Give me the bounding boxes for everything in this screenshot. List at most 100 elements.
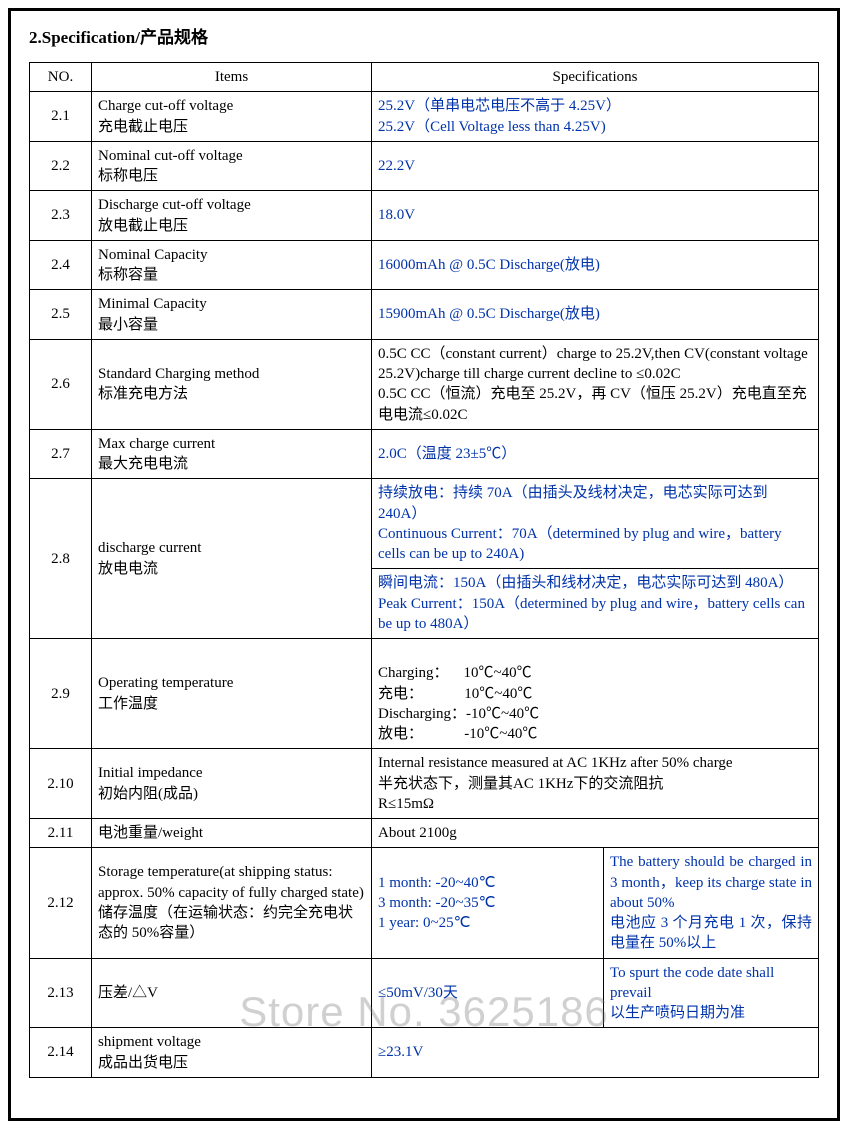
spec-line: Internal resistance measured at AC 1KHz … — [378, 755, 733, 771]
spec-line: Discharging：-10℃~40℃ — [378, 706, 539, 722]
cell-spec: 瞬间电流：150A（由插头和线材决定，电芯实际可达到 480A） Peak Cu… — [372, 569, 819, 639]
table-row: 2.7 Max charge current 最大充电电流 2.0C（温度 23… — [30, 429, 819, 479]
spec-line: 25.2V（单串电芯电压不高于 4.25V） — [378, 98, 621, 114]
spec-line: 25.2V（Cell Voltage less than 4.25V) — [378, 119, 606, 135]
item-en: Discharge cut-off voltage — [98, 197, 251, 213]
item-en: Max charge current — [98, 436, 215, 452]
cell-spec: 持续放电：持续 70A（由插头及线材决定，电芯实际可达到 240A） Conti… — [372, 479, 819, 569]
cell-item: Storage temperature(at shipping status: … — [92, 848, 372, 958]
spec-line: R≤15mΩ — [378, 796, 434, 812]
header-items: Items — [92, 63, 372, 92]
cell-no: 2.9 — [30, 639, 92, 749]
cell-no: 2.14 — [30, 1028, 92, 1078]
spec-line: 3 month: -20~35℃ — [378, 895, 495, 911]
table-row: 2.11 电池重量/weight About 2100g — [30, 819, 819, 848]
spec-line: 1 month: -20~40℃ — [378, 875, 495, 891]
note-line: To spurt the code date shall prevail — [610, 965, 774, 1001]
cell-item: Max charge current 最大充电电流 — [92, 429, 372, 479]
item-en: Storage temperature(at shipping status: … — [98, 864, 364, 900]
table-row: 2.14 shipment voltage 成品出货电压 ≥23.1V — [30, 1028, 819, 1078]
spec-line: 充电： 10℃~40℃ — [378, 686, 532, 702]
table-row: 2.4 Nominal Capacity 标称容量 16000mAh @ 0.5… — [30, 240, 819, 290]
cell-spec: 15900mAh @ 0.5C Discharge(放电) — [372, 290, 819, 340]
cell-no: 2.11 — [30, 819, 92, 848]
item-cn: 标准充电方法 — [98, 386, 188, 402]
cell-item: Initial impedance 初始内阻(成品) — [92, 749, 372, 819]
item-cn: 储存温度（在运输状态：约完全充电状态的 50%容量） — [98, 905, 353, 941]
document-frame: 2.Specification/产品规格 NO. Items Specifica… — [8, 8, 840, 1121]
item-en: Minimal Capacity — [98, 296, 207, 312]
cell-spec: 25.2V（单串电芯电压不高于 4.25V） 25.2V（Cell Voltag… — [372, 92, 819, 142]
cell-no: 2.12 — [30, 848, 92, 958]
item-cn: 放电电流 — [98, 561, 158, 577]
cell-no: 2.13 — [30, 958, 92, 1028]
spec-line: 半充状态下，测量其AC 1KHz下的交流阻抗 — [378, 776, 663, 792]
item-en: shipment voltage — [98, 1034, 201, 1050]
section-heading: 2.Specification/产品规格 — [29, 23, 819, 48]
item-en: Charge cut-off voltage — [98, 98, 233, 114]
cell-spec: ≥23.1V — [372, 1028, 819, 1078]
spec-line: 0.5C CC（constant current）charge to 25.2V… — [378, 346, 808, 382]
cell-spec: About 2100g — [372, 819, 819, 848]
item-en: Standard Charging method — [98, 366, 259, 382]
item-cn: 充电截止电压 — [98, 119, 188, 135]
item-cn: 放电截止电压 — [98, 218, 188, 234]
cell-no: 2.5 — [30, 290, 92, 340]
cell-note: The battery should be charged in 3 month… — [603, 848, 818, 958]
item-en: Initial impedance — [98, 765, 203, 781]
cell-item: discharge current 放电电流 — [92, 479, 372, 639]
item-cn: 初始内阻(成品) — [98, 786, 198, 802]
cell-item: 压差/△V — [92, 958, 372, 1028]
table-row: 2.6 Standard Charging method 标准充电方法 0.5C… — [30, 339, 819, 429]
cell-no: 2.8 — [30, 479, 92, 639]
spec-line: 1 year: 0~25℃ — [378, 915, 470, 931]
cell-no: 2.3 — [30, 191, 92, 241]
spec-line: Charging： 10℃~40℃ — [378, 665, 532, 681]
cell-no: 2.10 — [30, 749, 92, 819]
cell-spec: ≤50mV/30天 — [372, 958, 604, 1028]
item-cn: 标称电压 — [98, 168, 158, 184]
spec-line: Continuous Current：70A（determined by plu… — [378, 526, 782, 562]
cell-item: Standard Charging method 标准充电方法 — [92, 339, 372, 429]
item-en: Nominal Capacity — [98, 247, 208, 263]
item-cn: 标称容量 — [98, 267, 158, 283]
header-no: NO. — [30, 63, 92, 92]
header-spec: Specifications — [372, 63, 819, 92]
spec-line: 瞬间电流：150A（由插头和线材决定，电芯实际可达到 480A） — [378, 575, 793, 591]
cell-item: Minimal Capacity 最小容量 — [92, 290, 372, 340]
cell-no: 2.7 — [30, 429, 92, 479]
cell-item: Charge cut-off voltage 充电截止电压 — [92, 92, 372, 142]
cell-item: 电池重量/weight — [92, 819, 372, 848]
table-row: 2.9 Operating temperature 工作温度 Charging：… — [30, 639, 819, 749]
note-line: 电池应 3 个月充电 1 次，保持电量在 50%以上 — [610, 915, 812, 951]
item-cn: 最小容量 — [98, 317, 158, 333]
table-row: 2.2 Nominal cut-off voltage 标称电压 22.2V — [30, 141, 819, 191]
table-row: 2.3 Discharge cut-off voltage 放电截止电压 18.… — [30, 191, 819, 241]
table-row: 2.13 压差/△V ≤50mV/30天 To spurt the code d… — [30, 958, 819, 1028]
cell-item: Nominal Capacity 标称容量 — [92, 240, 372, 290]
cell-no: 2.6 — [30, 339, 92, 429]
cell-spec: Internal resistance measured at AC 1KHz … — [372, 749, 819, 819]
cell-no: 2.2 — [30, 141, 92, 191]
item-cn: 工作温度 — [98, 696, 158, 712]
spec-line: 0.5C CC（恒流）充电至 25.2V，再 CV（恒压 25.2V）充电直至充… — [378, 386, 807, 422]
item-en: discharge current — [98, 540, 201, 556]
item-en: Operating temperature — [98, 675, 233, 691]
cell-note: To spurt the code date shall prevail 以生产… — [603, 958, 818, 1028]
cell-spec: 2.0C（温度 23±5℃） — [372, 429, 819, 479]
cell-spec: 1 month: -20~40℃ 3 month: -20~35℃ 1 year… — [372, 848, 604, 958]
cell-spec: 16000mAh @ 0.5C Discharge(放电) — [372, 240, 819, 290]
note-line: 以生产喷码日期为准 — [610, 1005, 745, 1021]
cell-spec: 22.2V — [372, 141, 819, 191]
table-row: 2.1 Charge cut-off voltage 充电截止电压 25.2V（… — [30, 92, 819, 142]
item-cn: 最大充电电流 — [98, 456, 188, 472]
table-header-row: NO. Items Specifications — [30, 63, 819, 92]
spec-line: Peak Current：150A（determined by plug and… — [378, 596, 805, 632]
cell-no: 2.4 — [30, 240, 92, 290]
table-row: 2.8 discharge current 放电电流 持续放电：持续 70A（由… — [30, 479, 819, 569]
cell-spec: 18.0V — [372, 191, 819, 241]
cell-item: Discharge cut-off voltage 放电截止电压 — [92, 191, 372, 241]
item-cn: 成品出货电压 — [98, 1055, 188, 1071]
cell-item: Nominal cut-off voltage 标称电压 — [92, 141, 372, 191]
cell-item: shipment voltage 成品出货电压 — [92, 1028, 372, 1078]
